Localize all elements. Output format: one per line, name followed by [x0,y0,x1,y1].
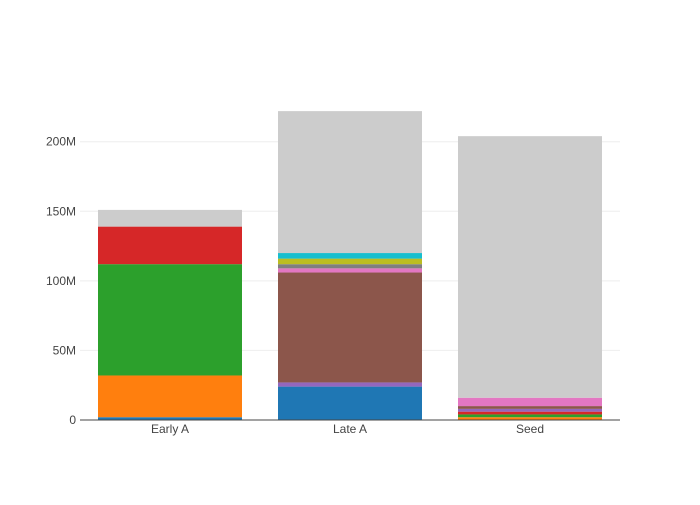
bar-segment-2-5[interactable] [458,406,602,409]
axes-layer: 0 50M 100M 150M 200M Early A Late A Seed [46,135,620,436]
bar-segment-0-2[interactable] [98,264,242,376]
y-tick-label: 200M [46,135,76,149]
bar-segment-0-3[interactable] [98,226,242,265]
bar-segment-0-0[interactable] [98,417,242,420]
bar-segment-1-10[interactable] [278,111,422,254]
x-tick-label: Early A [151,422,189,436]
bar-segment-2-10[interactable] [458,136,602,398]
bar-segment-0-10[interactable] [98,209,242,227]
y-tick-label: 0 [69,413,76,427]
bar-segment-0-1[interactable] [98,375,242,418]
bar-segment-1-6[interactable] [278,268,422,273]
bar-segment-2-3[interactable] [458,411,602,415]
y-tick-label: 100M [46,274,76,288]
bar-segment-1-8[interactable] [278,258,422,265]
bar-segment-1-4[interactable] [278,382,422,387]
bar-segment-2-2[interactable] [458,414,602,418]
bar-segment-2-4[interactable] [458,408,602,412]
y-tick-label: 50M [53,343,76,357]
bars-layer [98,111,602,420]
y-tick-label: 150M [46,204,76,218]
bar-segment-1-9[interactable] [278,253,422,259]
bar-segment-1-0[interactable] [278,386,422,420]
x-tick-label: Late A [333,422,367,436]
bar-segment-2-6[interactable] [458,397,602,407]
bar-segment-1-5[interactable] [278,272,422,383]
x-tick-label: Seed [516,422,544,436]
bar-segment-1-7[interactable] [278,264,422,269]
bar-segment-2-1[interactable] [458,417,602,420]
